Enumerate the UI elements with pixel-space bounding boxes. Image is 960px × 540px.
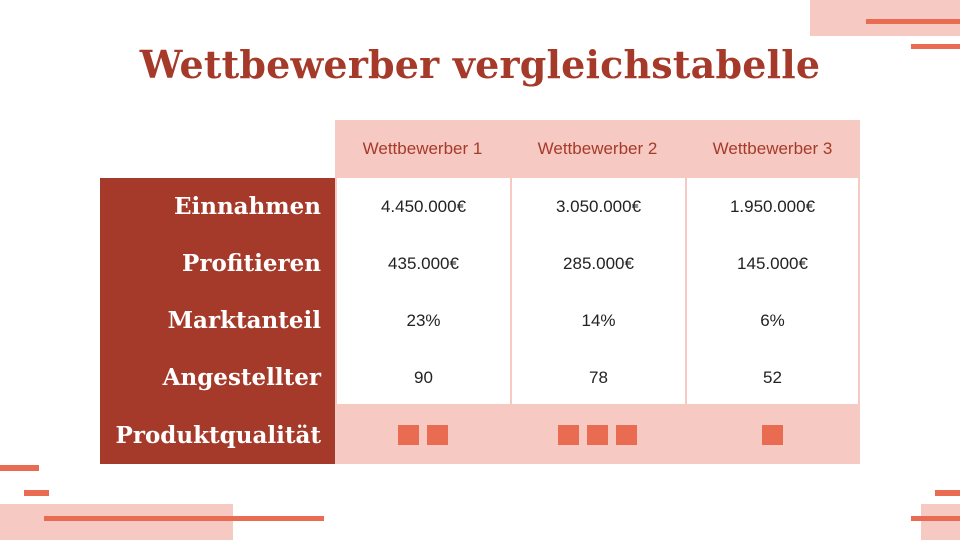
deco-block-top-right [810,0,960,36]
cell-angestellter-1: 90 [414,367,433,387]
quality-rating-3 [685,406,860,464]
row-label-produktqualitaet: Produktqualität [115,422,321,449]
cell-marktanteil-2: 14% [581,310,616,330]
deco-line-left-1 [0,465,39,471]
value-column-3: 1.950.000€ 145.000€ 6% 52 [685,178,860,406]
value-column-1: 4.450.000€ 435.000€ 23% 90 [335,178,512,406]
cell-einnahmen-1: 4.450.000€ [380,196,467,216]
quality-square-icon [587,425,608,445]
column-header-1: Wettbewerber 1 [335,120,510,178]
quality-rating-1 [335,406,510,464]
deco-line-right-1 [935,490,960,496]
column-header-3: Wettbewerber 3 [685,120,860,178]
deco-block-bottom-left [0,504,233,540]
deco-line-bottom-right [911,516,960,521]
cell-marktanteil-3: 6% [760,310,785,330]
deco-line-bottom-left [44,516,324,521]
cell-angestellter-2: 78 [589,367,608,387]
cell-profitieren-1: 435.000€ [388,253,459,273]
comparison-table: Wettbewerber 1 Wettbewerber 2 Wettbewerb… [100,120,860,464]
row-label-angestellter: Angestellter [162,364,321,391]
row-label-column: Einnahmen Profitieren Marktanteil Angest… [100,178,335,464]
deco-line-top-right-2 [911,44,960,49]
quality-row [335,406,860,464]
quality-square-icon [397,425,419,445]
deco-line-top-right-1 [866,19,960,24]
quality-rating-2 [510,406,685,464]
cell-marktanteil-1: 23% [406,310,441,330]
quality-square-icon [616,425,637,445]
row-label-einnahmen: Einnahmen [173,193,321,220]
deco-block-bottom-right [921,504,960,540]
quality-square-icon [426,425,448,445]
quality-square-icon [762,425,783,445]
value-column-2: 3.050.000€ 285.000€ 14% 78 [510,178,687,406]
quality-square-icon [558,425,579,445]
cell-einnahmen-2: 3.050.000€ [555,196,642,216]
cell-profitieren-3: 145.000€ [737,253,808,273]
cell-einnahmen-3: 1.950.000€ [729,196,816,216]
page-title: Wettbewerber vergleichstabelle [139,42,821,87]
column-header-2: Wettbewerber 2 [510,120,685,178]
deco-line-left-2 [24,490,49,496]
cell-profitieren-2: 285.000€ [563,253,634,273]
row-label-profitieren: Profitieren [182,250,321,277]
row-label-marktanteil: Marktanteil [167,307,321,334]
cell-angestellter-3: 52 [763,367,782,387]
